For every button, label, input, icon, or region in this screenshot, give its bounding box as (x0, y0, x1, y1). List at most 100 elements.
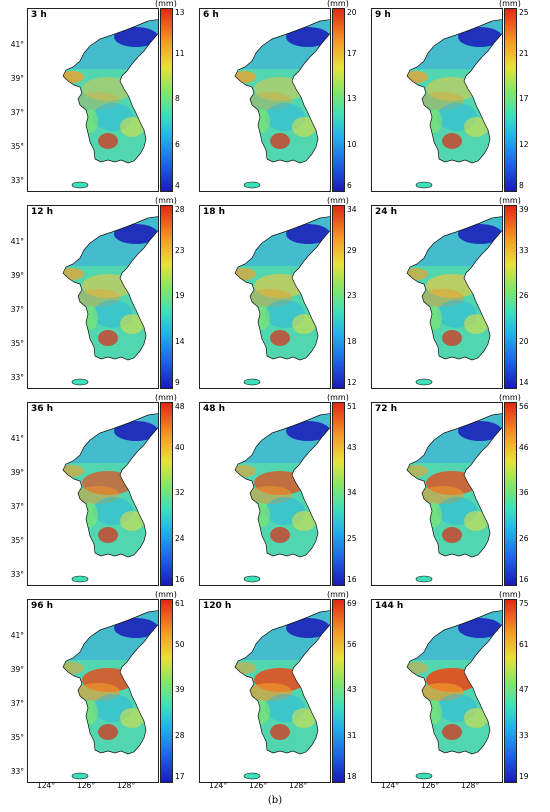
colorbar-tick-label: 11 (175, 48, 185, 58)
colorbar (160, 599, 173, 783)
colorbar-unit: (mm) (499, 393, 521, 402)
x-axis-label-124: 124° (381, 781, 400, 790)
colorbar (504, 599, 517, 783)
colorbar-tick-label: 69 (347, 599, 357, 608)
y-axis-label: 33° (10, 570, 24, 579)
map-frame: 9 h (371, 8, 503, 192)
jeju-island-outline (243, 181, 261, 189)
panel-title: 9 h (375, 10, 391, 20)
colorbar (332, 8, 345, 192)
y-axis-label: 39° (10, 665, 24, 674)
coastline (234, 413, 330, 558)
y-axis-label: 33° (10, 176, 24, 185)
y-axis-label: 37° (10, 699, 24, 708)
colorbar-tick-label: 28 (175, 205, 185, 214)
colorbar (332, 599, 345, 783)
x-axis-label-124: 124° (209, 781, 228, 790)
coastline (62, 19, 158, 164)
x-axis-label-128: 128° (117, 781, 136, 790)
x-axis-label-126: 126° (421, 781, 440, 790)
colorbar-tick-label: 8 (175, 94, 180, 103)
colorbar-unit: (mm) (499, 590, 521, 599)
y-axis-label: 35° (10, 142, 24, 151)
panel-title: 3 h (31, 10, 47, 20)
colorbar-unit: (mm) (327, 196, 349, 205)
jeju-island-outline (71, 181, 89, 189)
colorbar-tick-label: 18 (347, 336, 357, 346)
colorbar-unit: (mm) (155, 0, 177, 8)
map-frame: 72 h (371, 402, 503, 586)
map-frame: 36 h (27, 402, 159, 586)
precipitation-field (407, 216, 502, 385)
colorbar-tick-label: 13 (347, 94, 357, 103)
jeju-island-outline (415, 772, 433, 780)
colorbar-tick-label: 12 (347, 378, 357, 387)
map-frame: 24 h (371, 205, 503, 389)
x-axis-label-126: 126° (249, 781, 268, 790)
colorbar-tick-label: 61 (175, 599, 185, 608)
jeju-island-outline (243, 772, 261, 780)
y-axis-label: 39° (10, 74, 24, 83)
jeju-island-outline (415, 575, 433, 583)
colorbar-tick-label: 19 (175, 291, 185, 300)
panel-title: 144 h (375, 601, 404, 611)
x-axis-label-126: 126° (77, 781, 96, 790)
colorbar-tick-label: 36 (519, 488, 529, 497)
coastline (234, 610, 330, 755)
colorbar-tick-label: 48 (175, 402, 185, 411)
precipitation-field (407, 610, 502, 779)
map-frame: 144 h (371, 599, 503, 783)
colorbar-tick-label: 43 (347, 442, 357, 452)
map-frame: 96 h (27, 599, 159, 783)
colorbar-tick-label: 26 (519, 291, 529, 300)
colorbar-tick-label: 9 (175, 378, 180, 387)
coastline (62, 413, 158, 558)
panel-title: 12 h (31, 207, 54, 217)
panel-title: 120 h (203, 601, 232, 611)
coastline (406, 610, 502, 755)
figure-caption: (b) (267, 795, 283, 806)
colorbar-tick-label: 75 (519, 599, 529, 608)
colorbar-tick-label: 13 (175, 8, 185, 17)
colorbar (332, 402, 345, 586)
panel-title: 24 h (375, 207, 398, 217)
jeju-island-outline (71, 378, 89, 386)
colorbar-unit: (mm) (155, 393, 177, 402)
colorbar (332, 205, 345, 389)
colorbar-tick-label: 32 (175, 488, 185, 497)
colorbar-tick-label: 18 (347, 772, 357, 781)
colorbar-tick-label: 40 (175, 442, 185, 452)
colorbar-unit: (mm) (155, 590, 177, 599)
colorbar-tick-label: 39 (519, 205, 529, 214)
y-axis-label: 39° (10, 468, 24, 477)
colorbar-tick-label: 31 (347, 730, 357, 740)
colorbar-unit: (mm) (155, 196, 177, 205)
colorbar-tick-label: 34 (347, 488, 357, 497)
colorbar-tick-label: 56 (347, 639, 357, 649)
colorbar-tick-label: 29 (347, 245, 357, 255)
colorbar-tick-label: 14 (175, 336, 185, 346)
jeju-island-outline (415, 378, 433, 386)
colorbar (504, 205, 517, 389)
y-axis-label: 35° (10, 339, 24, 348)
jeju-island-outline (243, 575, 261, 583)
y-axis-label: 37° (10, 305, 24, 314)
jeju-island-outline (243, 378, 261, 386)
colorbar-tick-label: 56 (519, 402, 529, 411)
precipitation-field (63, 19, 158, 188)
precipitation-field (63, 413, 158, 582)
colorbar-tick-label: 14 (519, 378, 529, 387)
colorbar-tick-label: 16 (519, 575, 529, 584)
colorbar-unit: (mm) (327, 0, 349, 8)
colorbar (160, 205, 173, 389)
map-frame: 120 h (199, 599, 331, 783)
y-axis-label: 41° (10, 631, 24, 640)
colorbar-tick-label: 28 (175, 730, 185, 740)
colorbar-tick-label: 46 (519, 442, 529, 452)
colorbar-tick-label: 23 (175, 245, 185, 255)
colorbar-tick-label: 33 (519, 245, 529, 255)
map-frame: 3 h (27, 8, 159, 192)
colorbar-tick-label: 33 (519, 730, 529, 740)
coastline (234, 216, 330, 361)
colorbar (160, 402, 173, 586)
